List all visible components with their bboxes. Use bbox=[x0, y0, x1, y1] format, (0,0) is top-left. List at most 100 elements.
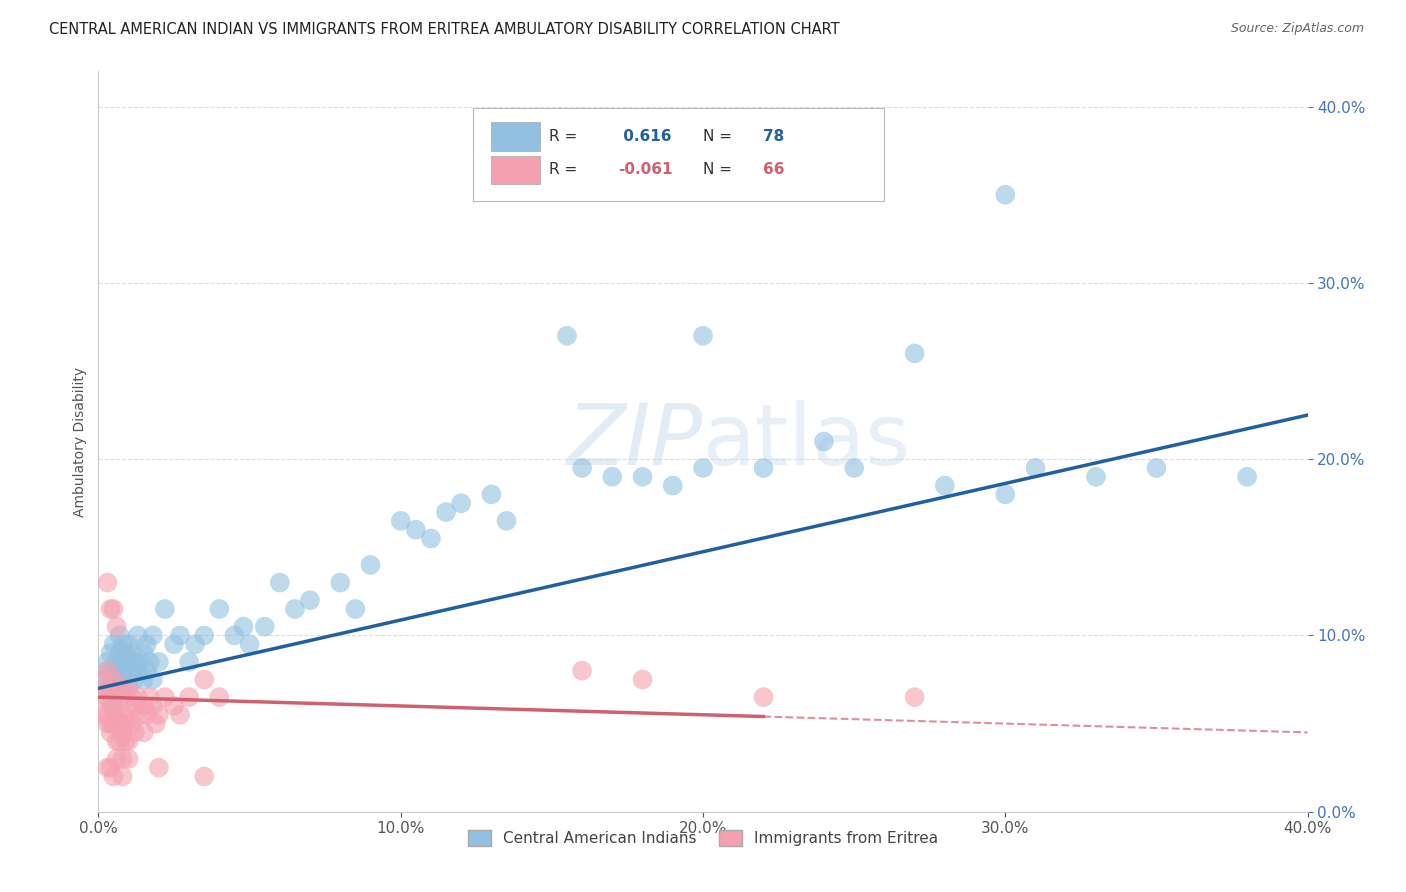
Point bbox=[118, 681, 141, 696]
Text: CENTRAL AMERICAN INDIAN VS IMMIGRANTS FROM ERITREA AMBULATORY DISABILITY CORRELA: CENTRAL AMERICAN INDIAN VS IMMIGRANTS FR… bbox=[49, 22, 839, 37]
Point bbox=[121, 664, 143, 678]
Point bbox=[105, 655, 128, 669]
Point bbox=[93, 681, 115, 696]
Point bbox=[132, 673, 155, 687]
Point bbox=[108, 646, 131, 660]
Point bbox=[153, 602, 176, 616]
Point bbox=[661, 478, 683, 492]
Point bbox=[118, 655, 141, 669]
Point bbox=[118, 707, 141, 722]
Point bbox=[108, 734, 131, 748]
Point bbox=[105, 734, 128, 748]
Point bbox=[139, 690, 162, 705]
Point bbox=[111, 637, 134, 651]
Point bbox=[108, 716, 131, 731]
Point bbox=[602, 470, 624, 484]
Point bbox=[100, 646, 122, 660]
Point bbox=[124, 698, 146, 713]
Point bbox=[148, 761, 170, 775]
Text: N =: N = bbox=[703, 129, 737, 144]
Point bbox=[114, 690, 136, 705]
Text: ZIP: ZIP bbox=[567, 400, 703, 483]
Point bbox=[103, 690, 125, 705]
Point bbox=[163, 637, 186, 651]
Text: R =: R = bbox=[550, 129, 582, 144]
Point bbox=[994, 187, 1017, 202]
Point bbox=[169, 707, 191, 722]
Point bbox=[114, 716, 136, 731]
Point bbox=[108, 628, 131, 642]
Point bbox=[124, 673, 146, 687]
Point bbox=[145, 716, 167, 731]
Point bbox=[692, 328, 714, 343]
Point bbox=[284, 602, 307, 616]
Point bbox=[389, 514, 412, 528]
Point bbox=[105, 681, 128, 696]
Point bbox=[692, 461, 714, 475]
Text: 78: 78 bbox=[763, 129, 785, 144]
Point bbox=[142, 628, 165, 642]
Point bbox=[127, 664, 149, 678]
Point bbox=[631, 673, 654, 687]
Text: atlas: atlas bbox=[703, 400, 911, 483]
Point bbox=[153, 690, 176, 705]
Point bbox=[96, 690, 118, 705]
Point bbox=[100, 761, 122, 775]
Point bbox=[132, 725, 155, 739]
Point bbox=[105, 673, 128, 687]
Point bbox=[100, 681, 122, 696]
Point bbox=[135, 707, 157, 722]
Point bbox=[108, 681, 131, 696]
Y-axis label: Ambulatory Disability: Ambulatory Disability bbox=[73, 367, 87, 516]
FancyBboxPatch shape bbox=[492, 156, 540, 184]
Point bbox=[96, 761, 118, 775]
Point bbox=[114, 646, 136, 660]
Point bbox=[148, 707, 170, 722]
Point bbox=[103, 637, 125, 651]
Point bbox=[193, 769, 215, 783]
Point bbox=[111, 769, 134, 783]
Point bbox=[103, 673, 125, 687]
Point bbox=[232, 619, 254, 633]
Point bbox=[103, 698, 125, 713]
Point bbox=[100, 716, 122, 731]
Point bbox=[813, 434, 835, 449]
Point bbox=[96, 664, 118, 678]
Point bbox=[142, 673, 165, 687]
Point bbox=[90, 690, 112, 705]
Point bbox=[571, 461, 593, 475]
Point bbox=[105, 619, 128, 633]
Point bbox=[124, 655, 146, 669]
Point bbox=[118, 681, 141, 696]
Point bbox=[105, 707, 128, 722]
FancyBboxPatch shape bbox=[492, 122, 540, 151]
Point bbox=[111, 725, 134, 739]
Point bbox=[118, 637, 141, 651]
Point bbox=[631, 470, 654, 484]
Point bbox=[96, 575, 118, 590]
Point bbox=[132, 646, 155, 660]
Point bbox=[103, 602, 125, 616]
Point bbox=[253, 619, 276, 633]
Point bbox=[555, 328, 578, 343]
Point bbox=[127, 628, 149, 642]
Point bbox=[118, 752, 141, 766]
Point bbox=[329, 575, 352, 590]
Point bbox=[269, 575, 291, 590]
Point bbox=[96, 707, 118, 722]
Point bbox=[135, 664, 157, 678]
Point bbox=[132, 698, 155, 713]
Legend: Central American Indians, Immigrants from Eritrea: Central American Indians, Immigrants fro… bbox=[461, 824, 945, 852]
Point bbox=[179, 690, 201, 705]
Point bbox=[360, 558, 382, 572]
Point bbox=[208, 690, 231, 705]
Point bbox=[179, 655, 201, 669]
Point bbox=[124, 725, 146, 739]
Point bbox=[100, 681, 122, 696]
Point bbox=[934, 478, 956, 492]
Point bbox=[163, 698, 186, 713]
Point bbox=[239, 637, 262, 651]
Point bbox=[481, 487, 503, 501]
Point bbox=[103, 664, 125, 678]
Point bbox=[420, 532, 443, 546]
